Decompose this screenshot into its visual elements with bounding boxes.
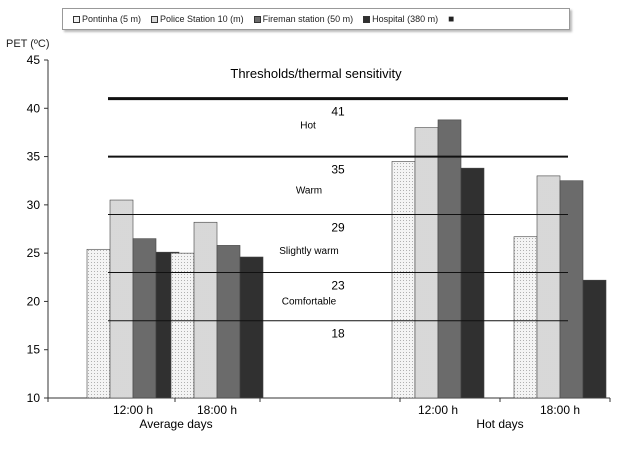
legend-swatch [363,15,371,23]
threshold-label-41: 41 [331,105,345,119]
threshold-label-23: 23 [331,278,345,292]
legend-label: Fireman station (50 m) [262,14,354,24]
threshold-label-18: 18 [331,327,345,341]
zone-label-slightly-warm: Slightly warm [279,246,338,257]
legend-swatch [73,15,80,23]
threshold-label-29: 29 [331,221,345,235]
bar-pontinha-5-m [86,248,111,399]
y-tick-label: 20 [27,294,41,308]
x-tick-label: 12:00 h [113,403,153,417]
zone-label-comfortable: Comfortable [282,296,337,307]
legend-swatch [253,15,261,23]
x-tick-label: 18:00 h [197,403,237,417]
annotation-title: Thresholds/thermal sensitivity [230,66,402,81]
bar-pontinha-5-m [513,236,538,399]
legend-label: Police Station 10 (m) [160,14,244,24]
y-tick-label: 10 [27,391,41,405]
bar-fireman-station-50-m [559,180,584,399]
bar-police-station-10-m [193,221,218,399]
y-tick-label: 35 [27,150,41,164]
bar-hospital-380-m [582,279,607,399]
legend: Pontinha (5 m) Police Station 10 (m) Firem… [62,8,570,30]
group-label: Average days [139,417,212,431]
legend-label: Pontinha (5 m) [82,14,142,24]
bar-hospital-380-m [460,167,485,399]
legend-label: Hospital (380 m) [372,14,439,24]
legend-swatch [151,15,159,23]
legend-extra-marker: ■ [448,13,455,25]
y-tick-label: 25 [27,246,41,260]
y-tick-label: 15 [27,343,41,357]
bar-police-station-10-m [109,199,134,399]
legend-item: Hospital (380 m) [363,14,438,24]
group-label: Hot days [476,417,523,431]
zone-label-warm: Warm [296,185,322,196]
y-tick-label: 30 [27,198,41,212]
zone-label-hot: Hot [300,121,316,132]
y-tick-label: 40 [27,101,41,115]
bar-hospital-380-m [239,256,264,399]
bar-pontinha-5-m [391,161,416,399]
legend-item: Police Station 10 (m) [151,14,244,24]
legend-item: Pontinha (5 m) [73,14,141,24]
legend-item: Fireman station (50 m) [253,14,354,24]
bar-pontinha-5-m [170,252,195,399]
y-tick-label: 45 [27,53,41,67]
bar-fireman-station-50-m [437,119,462,399]
threshold-label-35: 35 [331,163,345,177]
bar-fireman-station-50-m [216,245,241,399]
bar-fireman-station-50-m [132,238,157,399]
x-tick-label: 12:00 h [418,403,458,417]
x-tick-label: 18:00 h [540,403,580,417]
bar-police-station-10-m [414,127,439,399]
y-axis-label: PET (ºC) [6,38,50,50]
bar-police-station-10-m [536,175,561,399]
